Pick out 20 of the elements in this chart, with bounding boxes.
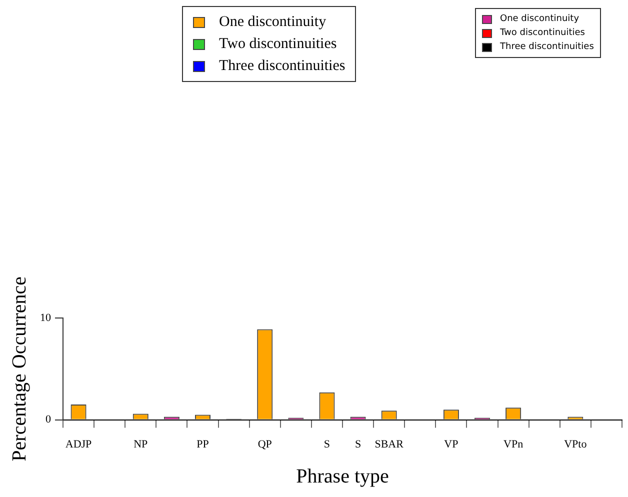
- x-tick-label: S: [324, 438, 330, 450]
- legend-label: Three discontinuities: [500, 41, 594, 54]
- x-tick-label: VPn: [504, 438, 524, 450]
- x-axis-title: Phrase type: [296, 465, 389, 488]
- x-tick-label: VPto: [564, 438, 588, 450]
- y-tick-label: 10: [40, 312, 52, 324]
- x-tick-label: PP: [196, 438, 209, 450]
- x-tick-label: ADJP: [65, 438, 92, 450]
- x-tick-label: QP: [258, 438, 272, 450]
- y-tick-label: 0: [46, 414, 52, 426]
- legend-label: Two discontinuities: [219, 35, 337, 54]
- x-tick-label: S: [354, 438, 362, 450]
- legend-label: One discontinuity: [219, 13, 326, 32]
- x-tick-label: VP: [444, 438, 458, 450]
- x-tick-label: NP: [134, 438, 148, 450]
- x-tick-label: SBAR: [374, 438, 404, 450]
- y-axis-title: Percentage Occurrence: [8, 276, 30, 462]
- legend-label: Two discontinuities: [500, 27, 585, 40]
- legend-label: One discontinuity: [500, 13, 580, 26]
- legend-label: Three discontinuities: [219, 57, 346, 76]
